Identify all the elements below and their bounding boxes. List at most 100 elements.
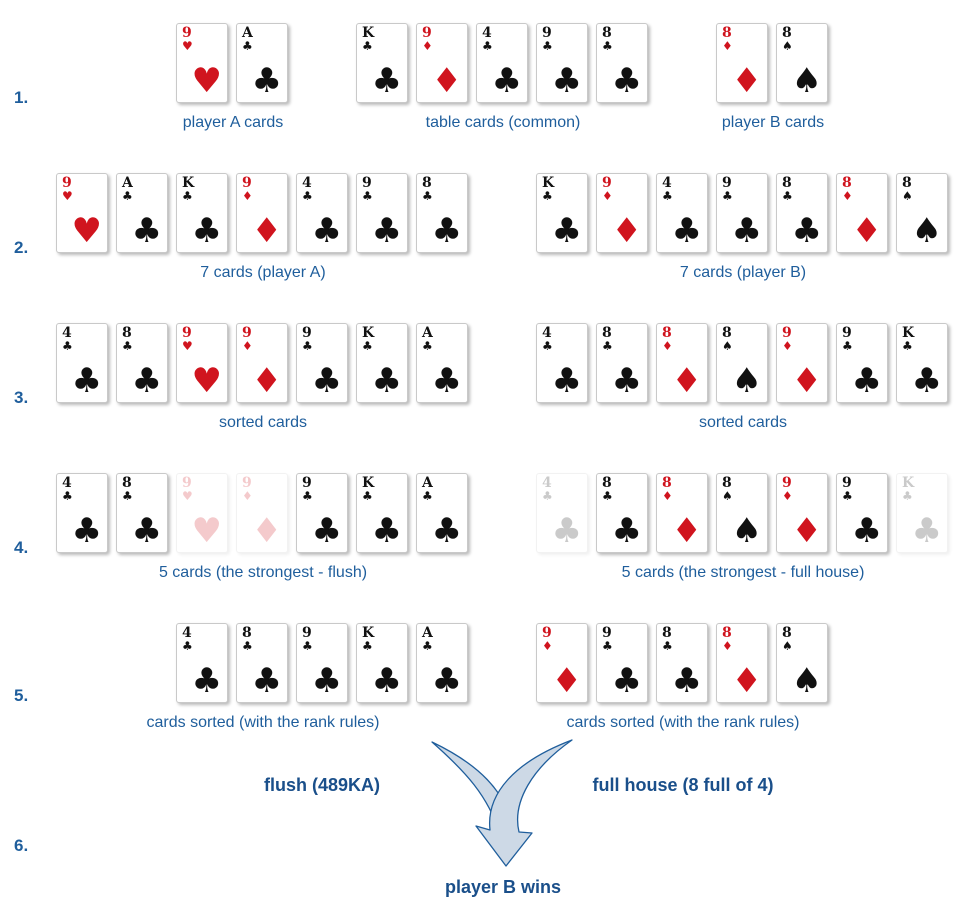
club-small-icon: ♣ [542, 189, 553, 203]
diamond-small-icon: ♦ [842, 189, 853, 203]
club-small-icon: ♣ [302, 639, 313, 653]
diamond-icon: ♦ [431, 61, 462, 101]
card-rank: 9 [602, 625, 612, 641]
diamond-small-icon: ♦ [602, 189, 613, 203]
club-icon: ♣ [371, 361, 402, 401]
club-small-icon: ♣ [422, 189, 433, 203]
card-8-of-club: 8 ♣ ♣ [236, 623, 288, 703]
club-icon: ♣ [851, 361, 882, 401]
card-rank: A [422, 625, 433, 641]
card-rank: K [542, 175, 555, 191]
club-icon: ♣ [491, 61, 522, 101]
spade-icon: ♠ [731, 511, 762, 551]
player-b-hand-result: full house (8 full of 4) [592, 775, 774, 795]
club-icon: ♣ [191, 211, 222, 251]
card-rank: 9 [182, 475, 192, 491]
step-number-3: 3. [14, 388, 29, 407]
card-9-of-diamond: 9 ♦ ♦ [416, 23, 468, 103]
diamond-icon: ♦ [731, 661, 762, 701]
diamond-small-icon: ♦ [722, 639, 733, 653]
club-icon: ♣ [371, 61, 402, 101]
club-small-icon: ♣ [422, 339, 433, 353]
card-rank: 8 [722, 475, 732, 491]
step-number-4: 4. [14, 538, 29, 557]
card-rank: K [362, 25, 375, 41]
heart-icon: ♥ [71, 211, 102, 251]
card-9-of-diamond: 9 ♦ ♦ [536, 623, 588, 703]
card-9-of-heart: 9 ♥ ♥ [176, 23, 228, 103]
club-small-icon: ♣ [122, 339, 133, 353]
club-small-icon: ♣ [662, 639, 673, 653]
diamond-small-icon: ♦ [782, 489, 793, 503]
club-icon: ♣ [791, 211, 822, 251]
diamond-small-icon: ♦ [242, 339, 253, 353]
card-9-of-club: 9 ♣ ♣ [836, 473, 888, 553]
card-k-of-club: K ♣ ♣ [896, 473, 948, 553]
card-a-of-club: A ♣ ♣ [236, 23, 288, 103]
card-9-of-heart: 9 ♥ ♥ [176, 323, 228, 403]
diamond-small-icon: ♦ [242, 189, 253, 203]
step-number-2: 2. [14, 238, 29, 257]
card-8-of-diamond: 8 ♦ ♦ [656, 473, 708, 553]
spade-icon: ♠ [791, 61, 822, 101]
card-9-of-club: 9 ♣ ♣ [296, 473, 348, 553]
club-icon: ♣ [671, 661, 702, 701]
card-rank: 8 [122, 475, 132, 491]
club-icon: ♣ [551, 61, 582, 101]
club-small-icon: ♣ [542, 39, 553, 53]
card-9-of-diamond: 9 ♦ ♦ [236, 323, 288, 403]
card-9-of-club: 9 ♣ ♣ [716, 173, 768, 253]
card-rank: 8 [662, 325, 672, 341]
card-k-of-club: K ♣ ♣ [176, 173, 228, 253]
club-small-icon: ♣ [242, 639, 253, 653]
club-icon: ♣ [311, 661, 342, 701]
club-icon: ♣ [671, 211, 702, 251]
spade-icon: ♠ [731, 361, 762, 401]
club-icon: ♣ [71, 511, 102, 551]
card-rank: 9 [782, 475, 792, 491]
card-rank: 4 [182, 625, 192, 641]
card-rank: 8 [602, 25, 612, 41]
group-caption: 5 cards (the strongest - full house) [621, 564, 865, 581]
club-small-icon: ♣ [842, 489, 853, 503]
club-small-icon: ♣ [302, 189, 313, 203]
group-caption: player A cards [182, 114, 284, 131]
card-rank: 9 [542, 625, 552, 641]
card-rank: 9 [602, 175, 612, 191]
card-8-of-diamond: 8 ♦ ♦ [656, 323, 708, 403]
card-k-of-club: K ♣ ♣ [356, 23, 408, 103]
club-icon: ♣ [131, 511, 162, 551]
group-caption: cards sorted (with the rank rules) [146, 714, 380, 731]
step-number-6: 6. [14, 836, 29, 855]
card-rank: 8 [842, 175, 852, 191]
club-small-icon: ♣ [302, 489, 313, 503]
card-rank: 8 [662, 475, 672, 491]
card-rank: 9 [302, 325, 312, 341]
step-number-5: 5. [14, 686, 29, 705]
card-4-of-club: 4 ♣ ♣ [656, 173, 708, 253]
club-small-icon: ♣ [722, 189, 733, 203]
club-icon: ♣ [431, 511, 462, 551]
card-9-of-heart: 9 ♥ ♥ [176, 473, 228, 553]
club-icon: ♣ [251, 661, 282, 701]
diamond-small-icon: ♦ [662, 339, 673, 353]
club-icon: ♣ [611, 511, 642, 551]
card-rank: 8 [602, 325, 612, 341]
card-rank: K [362, 475, 375, 491]
club-small-icon: ♣ [542, 489, 553, 503]
card-4-of-club: 4 ♣ ♣ [296, 173, 348, 253]
heart-icon: ♥ [191, 511, 222, 551]
heart-small-icon: ♥ [182, 489, 193, 503]
card-k-of-club: K ♣ ♣ [356, 323, 408, 403]
card-rank: 9 [182, 25, 192, 41]
card-9-of-club: 9 ♣ ♣ [836, 323, 888, 403]
club-icon: ♣ [191, 661, 222, 701]
card-rank: 9 [842, 325, 852, 341]
card-rank: 9 [782, 325, 792, 341]
club-small-icon: ♣ [362, 339, 373, 353]
card-rank: K [902, 325, 915, 341]
card-rank: 8 [782, 175, 792, 191]
group-caption: cards sorted (with the rank rules) [566, 714, 800, 731]
spade-small-icon: ♠ [782, 39, 793, 53]
